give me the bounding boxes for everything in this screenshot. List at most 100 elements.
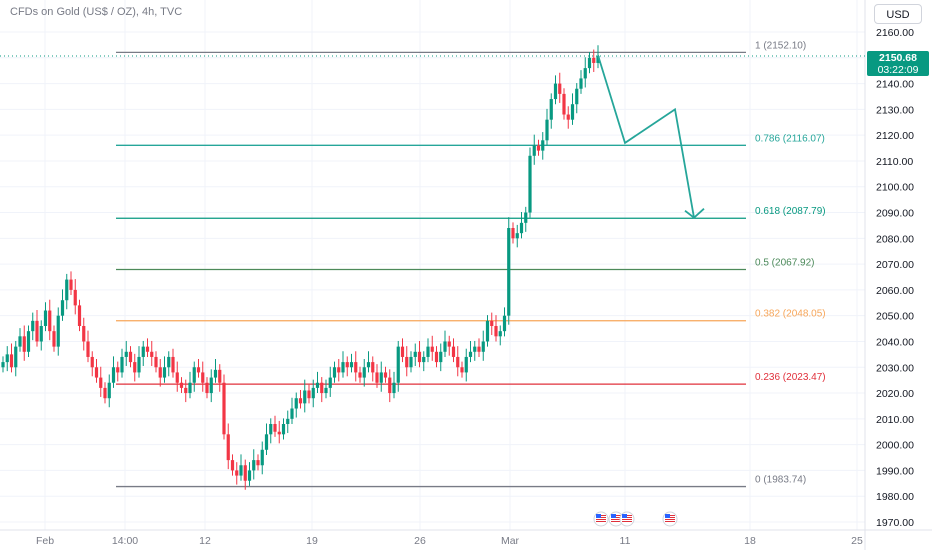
candle-body bbox=[31, 320, 35, 332]
time-tick-label: 12 bbox=[199, 535, 211, 547]
candle-body bbox=[485, 320, 490, 342]
candle-body bbox=[167, 356, 171, 368]
candle-body bbox=[184, 387, 188, 394]
candle-body bbox=[562, 93, 566, 115]
flag-canton bbox=[665, 514, 670, 518]
candle-body bbox=[379, 372, 383, 383]
fib-level-label: 0.5 (2067.92) bbox=[755, 257, 815, 268]
candle-body bbox=[116, 367, 120, 373]
price-tick-label: 2130.00 bbox=[876, 104, 914, 116]
symbol-title: CFDs on Gold (US$ / OZ), 4h, TVC bbox=[10, 6, 183, 18]
candle-body bbox=[82, 326, 86, 342]
candle-body bbox=[298, 398, 303, 404]
candle-body bbox=[192, 367, 196, 383]
candle-body bbox=[311, 387, 315, 399]
price-tick-label: 1970.00 bbox=[876, 517, 914, 529]
candle-body bbox=[443, 341, 447, 352]
time-axis[interactable]: Feb 14:00 12 19 26 Mar 11 18 25 bbox=[36, 535, 863, 547]
candle-body bbox=[260, 449, 264, 466]
candle-body bbox=[532, 145, 536, 156]
fibonacci-retracement[interactable]: 1 (2152.10) 0.786 (2116.07) 0.618 (2087.79… bbox=[116, 40, 826, 488]
candle-body bbox=[430, 346, 434, 352]
us-flag-icon[interactable] bbox=[619, 511, 635, 527]
flag-stripe bbox=[622, 521, 632, 522]
candle-body bbox=[468, 351, 473, 357]
candle-body bbox=[528, 155, 532, 213]
candle-body bbox=[60, 300, 65, 316]
candle-body bbox=[375, 372, 379, 383]
candle-body bbox=[511, 228, 515, 239]
candle-body bbox=[498, 331, 502, 337]
candle-body bbox=[73, 289, 77, 306]
candle-body bbox=[596, 56, 600, 63]
time-tick-label: 11 bbox=[620, 535, 631, 547]
price-tick-label: 2050.00 bbox=[876, 311, 914, 323]
candle-body bbox=[162, 367, 167, 378]
candle-body bbox=[345, 362, 349, 368]
candle-body bbox=[107, 382, 111, 399]
candle-body bbox=[133, 362, 137, 373]
candle-body bbox=[14, 346, 18, 368]
candle-body bbox=[294, 398, 298, 409]
candle-body bbox=[570, 104, 575, 120]
candle-body bbox=[303, 390, 307, 404]
candle-body bbox=[235, 470, 239, 476]
candle-body bbox=[366, 362, 371, 368]
price-axis[interactable]: 1970.00 1980.00 1990.00 2000.00 2010.00 2020.… bbox=[876, 27, 914, 529]
candle-body bbox=[558, 83, 562, 94]
candle-body bbox=[324, 387, 328, 394]
projected-path[interactable] bbox=[597, 54, 705, 219]
currency-button[interactable]: USD bbox=[874, 4, 922, 24]
candle-body bbox=[243, 465, 247, 481]
candle-body bbox=[171, 356, 175, 373]
economic-events[interactable] bbox=[593, 511, 678, 527]
price-tick-label: 1980.00 bbox=[876, 491, 914, 503]
candle-body bbox=[549, 99, 553, 120]
price-tick-label: 2060.00 bbox=[876, 285, 914, 297]
candle-body bbox=[103, 387, 107, 399]
candle-body bbox=[252, 460, 256, 471]
flag-canton bbox=[611, 514, 616, 518]
candle-body bbox=[124, 351, 128, 357]
price-tick-label: 2040.00 bbox=[876, 336, 914, 348]
candle-body bbox=[264, 434, 269, 450]
candle-body bbox=[213, 369, 218, 378]
candle-body bbox=[320, 382, 324, 394]
candle-body bbox=[9, 354, 14, 368]
candle-body bbox=[77, 305, 82, 326]
projection-path[interactable] bbox=[597, 54, 695, 218]
candle-body bbox=[90, 356, 94, 368]
candle-body bbox=[218, 369, 222, 383]
candle-body bbox=[545, 119, 549, 141]
candle-body bbox=[354, 362, 358, 373]
current-price-tag: 2150.68 03:22:09 bbox=[867, 51, 929, 76]
candle-body bbox=[137, 356, 141, 373]
candle-body bbox=[35, 320, 39, 342]
candle-body bbox=[396, 346, 400, 383]
candle-body bbox=[587, 57, 592, 69]
candle-body bbox=[5, 354, 9, 363]
flag-stripe bbox=[622, 519, 632, 520]
us-flag-icon[interactable] bbox=[593, 511, 609, 527]
candle-body bbox=[56, 315, 60, 347]
us-flag-icon[interactable] bbox=[662, 511, 678, 527]
price-tick-label: 2020.00 bbox=[876, 388, 914, 400]
fib-level-label: 0.236 (2023.47) bbox=[755, 372, 826, 383]
fib-level-label: 0.618 (2087.79) bbox=[755, 206, 826, 217]
candle-body bbox=[519, 222, 524, 234]
candle-body bbox=[48, 310, 52, 332]
candle-body bbox=[451, 346, 456, 357]
candle-body bbox=[307, 390, 311, 399]
candle-body bbox=[388, 377, 392, 394]
flag-stripe bbox=[665, 521, 675, 522]
candle-body bbox=[579, 78, 583, 89]
candle-body bbox=[362, 367, 366, 378]
candle-body bbox=[94, 367, 99, 378]
candle-body bbox=[201, 372, 205, 383]
time-tick-label: Feb bbox=[36, 535, 54, 547]
candle-body bbox=[18, 336, 22, 347]
candle-body bbox=[315, 382, 320, 388]
candle-body bbox=[341, 362, 345, 373]
